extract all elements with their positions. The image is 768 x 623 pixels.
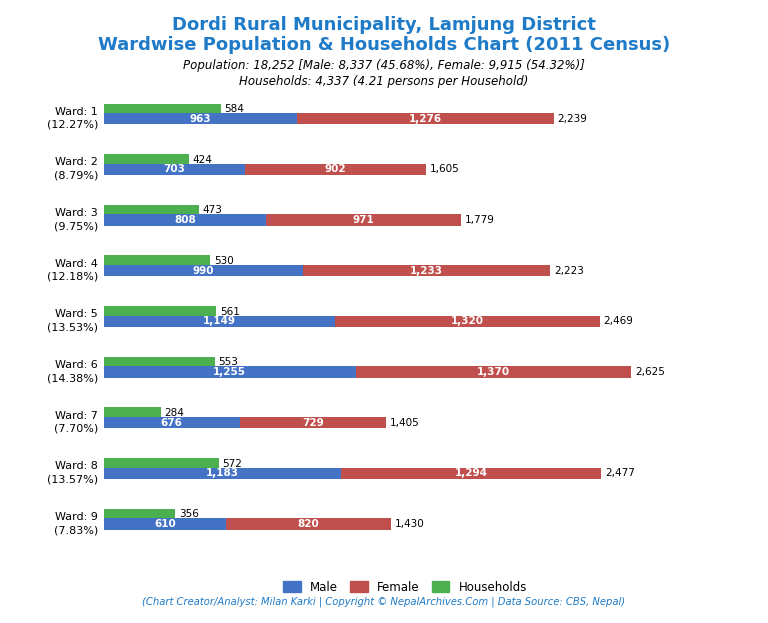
Text: 2,223: 2,223 [554, 265, 584, 275]
Text: 1,276: 1,276 [409, 113, 442, 123]
Bar [104, 366, 356, 378]
Bar [104, 468, 342, 479]
Bar [104, 255, 210, 267]
Text: 2,239: 2,239 [558, 113, 587, 123]
Bar [104, 265, 303, 276]
Text: 284: 284 [164, 408, 184, 418]
Text: (Chart Creator/Analyst: Milan Karki | Copyright © NepalArchives.Com | Data Sourc: (Chart Creator/Analyst: Milan Karki | Co… [142, 597, 626, 607]
Text: 424: 424 [193, 155, 213, 164]
Text: 990: 990 [193, 265, 214, 275]
Bar [104, 518, 227, 530]
Text: 729: 729 [302, 417, 323, 427]
Text: 530: 530 [214, 256, 233, 266]
Bar [104, 154, 189, 165]
Bar [240, 417, 386, 428]
Text: 473: 473 [202, 206, 222, 216]
Bar [104, 458, 219, 469]
Text: Dordi Rural Municipality, Lamjung District: Dordi Rural Municipality, Lamjung Distri… [172, 16, 596, 34]
Bar [303, 265, 551, 276]
Bar [335, 316, 600, 327]
Text: 1,370: 1,370 [477, 367, 510, 377]
Bar [227, 518, 391, 530]
Bar [104, 103, 221, 115]
Bar [266, 214, 462, 226]
Text: 2,469: 2,469 [604, 316, 634, 326]
Bar [245, 164, 426, 175]
Text: 1,149: 1,149 [203, 316, 236, 326]
Bar [104, 164, 245, 175]
Bar [104, 113, 297, 124]
Text: Households: 4,337 (4.21 persons per Household): Households: 4,337 (4.21 persons per Hous… [240, 75, 528, 88]
Text: 1,255: 1,255 [214, 367, 247, 377]
Text: 2,477: 2,477 [605, 468, 635, 478]
Text: 553: 553 [218, 358, 238, 368]
Bar [356, 366, 631, 378]
Text: 584: 584 [225, 104, 244, 114]
Text: Population: 18,252 [Male: 8,337 (45.68%), Female: 9,915 (54.32%)]: Population: 18,252 [Male: 8,337 (45.68%)… [183, 59, 585, 72]
Text: 971: 971 [353, 215, 375, 225]
Text: 703: 703 [164, 164, 185, 174]
Text: 963: 963 [190, 113, 211, 123]
Bar [104, 214, 266, 226]
Bar [104, 205, 199, 216]
Text: 1,405: 1,405 [389, 417, 419, 427]
Text: Wardwise Population & Households Chart (2011 Census): Wardwise Population & Households Chart (… [98, 36, 670, 54]
Text: 1,605: 1,605 [430, 164, 459, 174]
Bar [104, 306, 217, 317]
Text: 902: 902 [325, 164, 346, 174]
Bar [104, 316, 335, 327]
Text: 356: 356 [179, 510, 199, 520]
Bar [104, 509, 175, 520]
Text: 1,430: 1,430 [395, 519, 425, 529]
Bar [297, 113, 554, 124]
Text: 808: 808 [174, 215, 196, 225]
Text: 1,233: 1,233 [410, 265, 443, 275]
Text: 1,183: 1,183 [206, 468, 239, 478]
Text: 610: 610 [154, 519, 176, 529]
Text: 572: 572 [222, 459, 242, 468]
Bar [104, 417, 240, 428]
Text: 820: 820 [298, 519, 319, 529]
Text: 676: 676 [161, 417, 183, 427]
Text: 2,625: 2,625 [635, 367, 664, 377]
Text: 1,294: 1,294 [455, 468, 488, 478]
Bar [104, 357, 215, 368]
Bar [104, 407, 161, 419]
Legend: Male, Female, Households: Male, Female, Households [278, 576, 532, 599]
Text: 1,320: 1,320 [451, 316, 484, 326]
Text: 561: 561 [220, 307, 240, 316]
Text: 1,779: 1,779 [465, 215, 495, 225]
Bar [342, 468, 601, 479]
